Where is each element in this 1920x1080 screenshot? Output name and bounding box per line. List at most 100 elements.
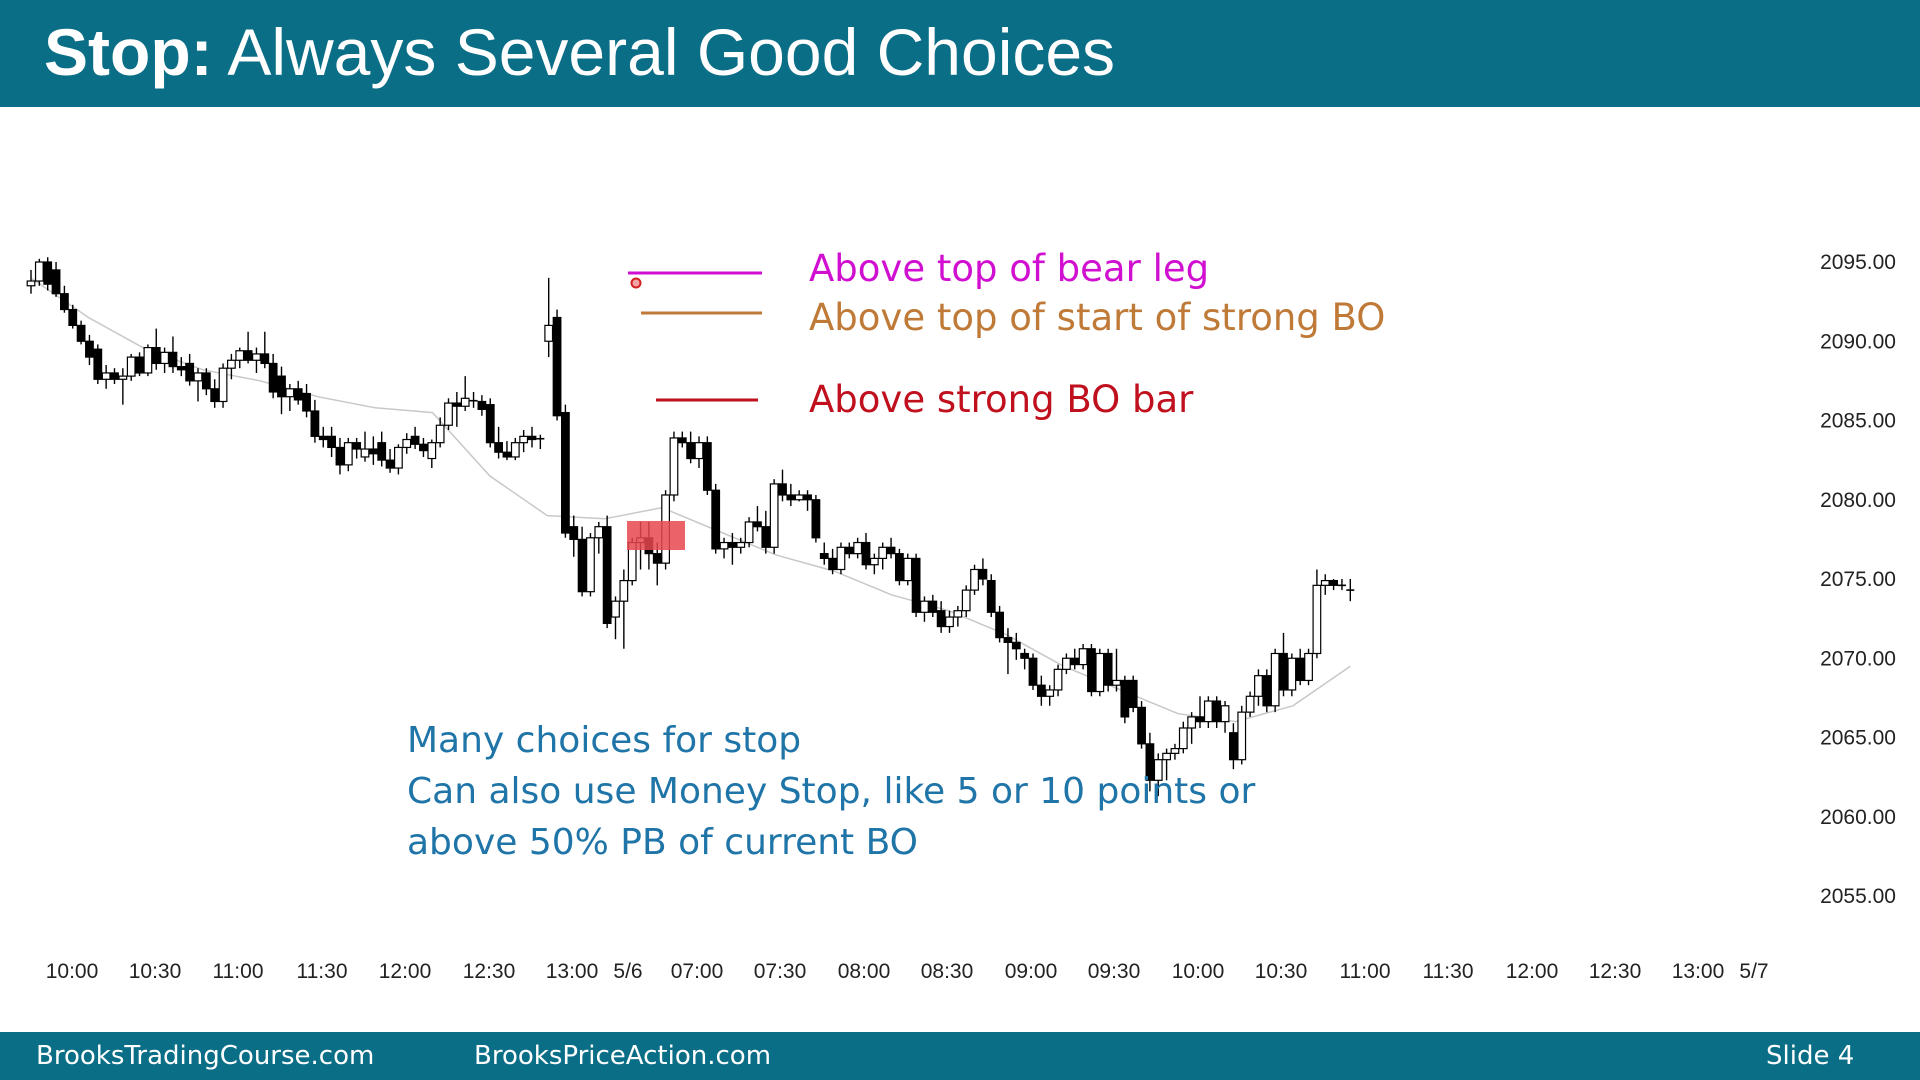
candle — [143, 344, 153, 377]
candle — [1270, 648, 1280, 713]
candle-body-bear — [1195, 716, 1205, 723]
candle — [1045, 685, 1055, 706]
candle — [619, 569, 629, 649]
candle — [1312, 569, 1322, 659]
candle — [327, 426, 336, 457]
candle-body-bear — [803, 494, 812, 501]
candle — [1254, 669, 1263, 706]
candle — [727, 533, 737, 565]
candle-body-bear — [310, 410, 320, 437]
candle-body-bear — [477, 400, 487, 411]
candle-body-bull — [218, 367, 228, 403]
candle — [1337, 579, 1346, 591]
x-tick-label: 10:00 — [1172, 960, 1225, 983]
candle — [210, 379, 220, 408]
candle — [586, 533, 595, 597]
candle-body-bull — [970, 568, 979, 591]
slide-title-rest: Always Several Good Choices — [227, 15, 1116, 89]
candle-body-bull — [1045, 689, 1055, 697]
y-tick-label: 2065.00 — [1820, 727, 1896, 750]
candle — [110, 368, 119, 385]
candle — [1346, 579, 1355, 602]
candle — [101, 365, 111, 389]
candle — [769, 479, 779, 554]
candle-body-bear — [527, 435, 537, 441]
candle-body-bear — [861, 541, 871, 566]
candle-body-bear — [1329, 579, 1339, 586]
y-tick-label: 2095.00 — [1820, 251, 1896, 274]
candle-body-bull — [435, 424, 445, 444]
candle — [986, 574, 996, 618]
candle-body-bear — [452, 402, 462, 407]
candle-body-bear — [1103, 652, 1113, 686]
candle — [778, 469, 787, 502]
y-tick-label: 2060.00 — [1820, 806, 1896, 829]
candle — [936, 601, 946, 633]
candle — [59, 285, 69, 313]
candle — [1003, 628, 1013, 675]
candle-body-bull — [519, 435, 529, 444]
candle — [945, 610, 954, 633]
candle — [1178, 721, 1188, 754]
candle — [1237, 705, 1247, 765]
candle-body-bear — [277, 375, 286, 398]
candle — [43, 257, 53, 291]
candle — [435, 417, 445, 448]
x-axis: 10:00 10:30 11:00 11:30 12:00 12:30 13:00 5/6 07… — [46, 960, 1769, 983]
candle — [168, 336, 178, 373]
candle-body-bear — [1070, 657, 1080, 666]
candle-body-bull — [1112, 679, 1121, 686]
candle — [1295, 648, 1305, 686]
candle — [1279, 632, 1288, 697]
candle-body-bear — [293, 388, 303, 401]
candle — [1036, 675, 1046, 706]
candle — [911, 553, 921, 618]
y-tick-label: 2055.00 — [1820, 885, 1896, 908]
candle — [811, 494, 821, 543]
candle-body-bull — [869, 557, 879, 566]
candle — [201, 368, 211, 396]
candle — [953, 605, 963, 627]
x-tick-label: 10:30 — [1255, 960, 1308, 983]
candle — [268, 353, 278, 399]
candle — [844, 542, 854, 559]
candle — [218, 363, 228, 408]
candle-body-bull — [1320, 579, 1330, 586]
candle-body-bull — [1203, 700, 1213, 723]
candle — [469, 391, 478, 408]
candle-body-bull — [719, 541, 729, 550]
candle-body-bull — [1178, 727, 1188, 750]
candle — [1112, 648, 1121, 692]
x-tick-label: 13:00 — [546, 960, 599, 983]
candle — [1203, 696, 1213, 728]
y-tick-label: 2080.00 — [1820, 489, 1896, 512]
candle — [185, 353, 195, 386]
candle — [176, 357, 186, 377]
candle-body-bear — [761, 526, 771, 548]
candle — [878, 542, 888, 570]
candle — [853, 537, 863, 559]
x-tick-label: 08:00 — [838, 960, 891, 983]
candle-body-bull — [343, 442, 353, 466]
candle-body-bull — [160, 351, 170, 365]
candle-body-bull — [34, 261, 44, 282]
candle — [736, 537, 746, 554]
candle-body-bull — [26, 280, 36, 287]
candle-body-bear — [1036, 684, 1046, 697]
candle — [1220, 701, 1230, 733]
candle — [819, 542, 829, 565]
x-tick-label: 12:00 — [379, 960, 432, 983]
candle — [452, 391, 462, 427]
candle — [1103, 648, 1113, 692]
candle — [1028, 653, 1038, 690]
candle-body-bull — [118, 375, 128, 380]
candle — [368, 436, 378, 465]
candle — [1304, 648, 1313, 686]
annotation-start-strong-bo: Above top of start of strong BO — [809, 296, 1386, 339]
x-tick-label: 11:30 — [297, 960, 348, 983]
candle-body-bear — [778, 483, 787, 496]
candle — [794, 490, 804, 502]
candle-body-bear — [419, 443, 428, 452]
candle-body-bull — [1153, 759, 1163, 781]
candle — [1061, 653, 1071, 675]
